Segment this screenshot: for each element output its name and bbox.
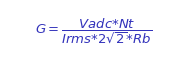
- Text: $\mathit{G}{=}\dfrac{\mathit{Vadc}{*}\mathit{Nt}}{\mathit{Irms}{*}2\sqrt{2}{*}\m: $\mathit{G}{=}\dfrac{\mathit{Vadc}{*}\ma…: [35, 16, 152, 46]
